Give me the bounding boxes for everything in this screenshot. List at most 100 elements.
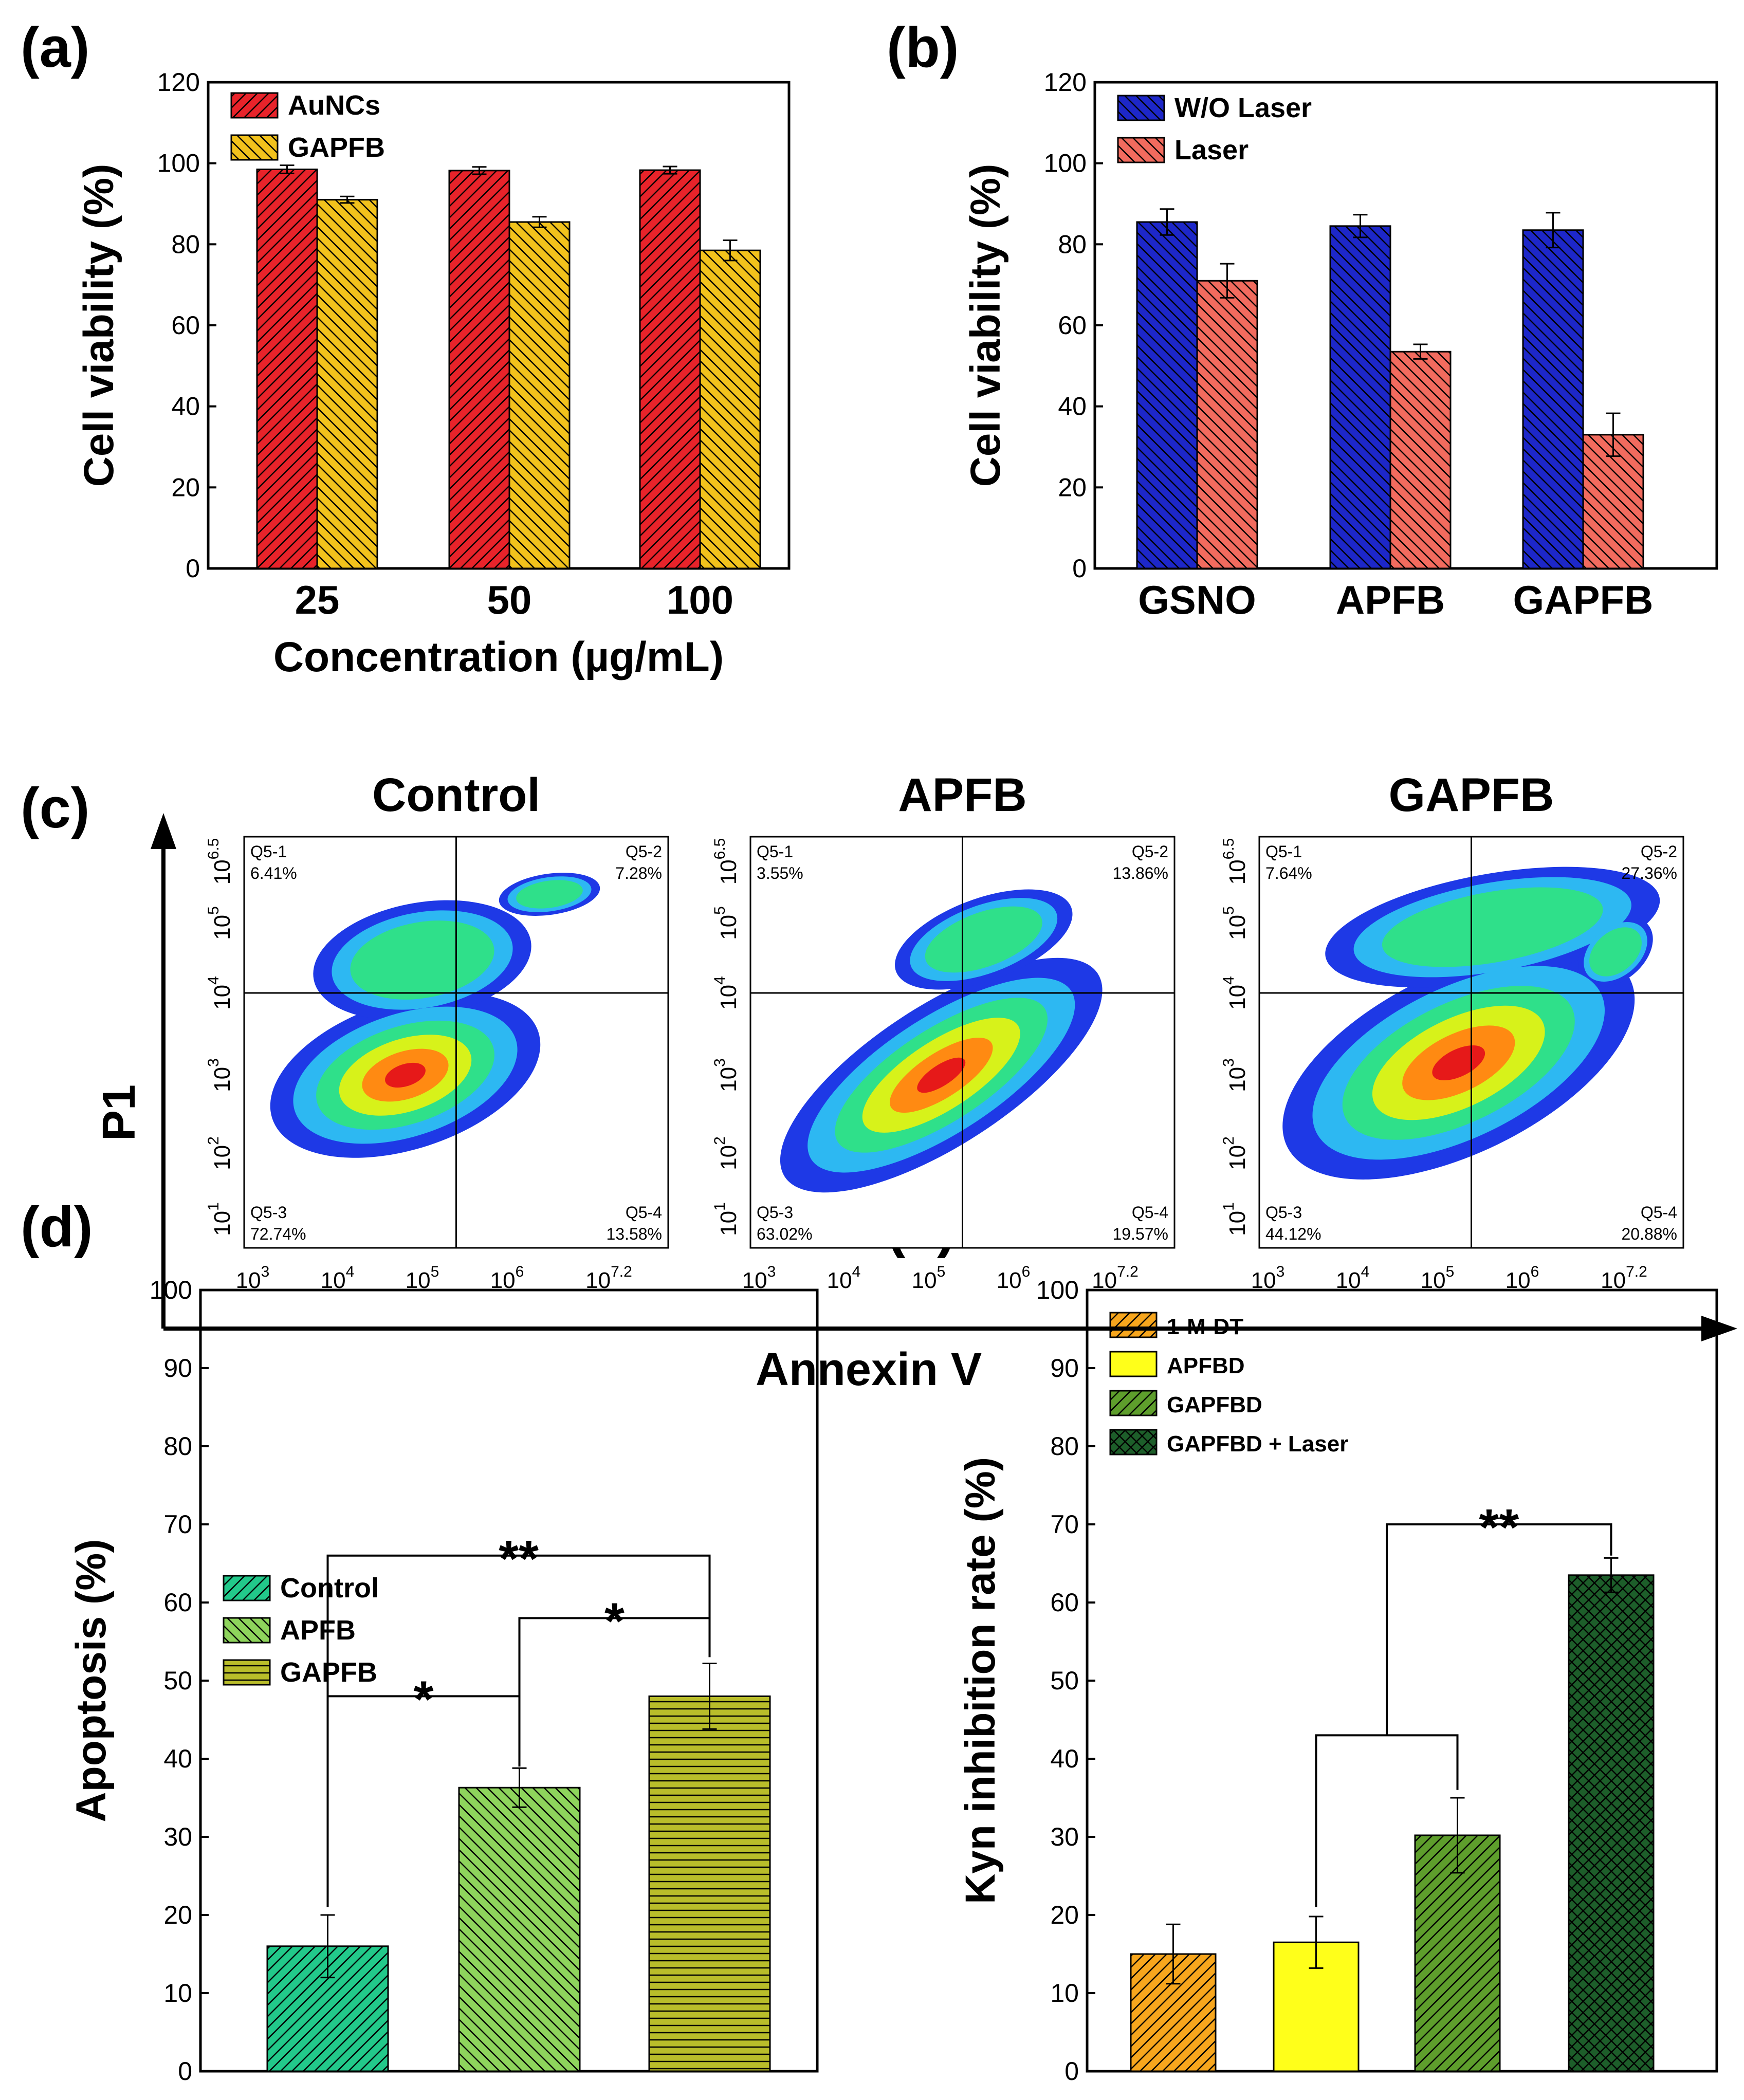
legend-swatch	[230, 92, 279, 119]
y-tick-label: 70	[163, 1510, 192, 1539]
tick-base: 10	[210, 985, 235, 1010]
axis-arrow-up	[151, 813, 176, 849]
bar-auncs-100	[639, 169, 701, 569]
quadrant-value: 6.41%	[250, 864, 297, 882]
tick-base: 10	[716, 1211, 741, 1236]
y-tick-label: 20	[171, 473, 200, 502]
x-tick-label: 50	[487, 577, 532, 622]
x-tick-label: 104	[321, 1263, 355, 1293]
panel-label-a: (a)	[21, 16, 89, 79]
tick-exp: 5	[1446, 1263, 1455, 1280]
bar-GAPFB	[648, 1695, 771, 2072]
tick-base: 10	[585, 1268, 611, 1293]
tick-base: 10	[406, 1268, 431, 1293]
legend-label: APFB	[280, 1615, 356, 1646]
tick-base: 10	[1225, 1145, 1250, 1170]
x-tick-label: 107.2	[585, 1263, 632, 1293]
x-tick-label: GSNO	[1138, 577, 1256, 622]
tick-exp: 6	[516, 1263, 524, 1280]
tick-exp: 5	[711, 906, 728, 915]
quadrant-label: Q5-3	[250, 1203, 287, 1222]
y-tick-label: 10	[163, 1979, 192, 2007]
sig-star: *	[414, 1670, 434, 1728]
tick-base: 10	[912, 1268, 937, 1293]
y-tick-label: 106.5	[1220, 838, 1250, 885]
tick-base: 10	[210, 1067, 235, 1092]
tick-exp: 6.5	[205, 838, 222, 860]
tick-exp: 4	[1361, 1263, 1370, 1280]
x-tick-label: 103	[236, 1263, 270, 1293]
tick-base: 10	[742, 1268, 767, 1293]
y-axis-title: Apoptosis (%)	[68, 1539, 115, 1822]
y-tick-label: 102	[1220, 1136, 1250, 1170]
tick-exp: 1	[205, 1202, 222, 1211]
quadrant-value: 20.88%	[1621, 1225, 1677, 1243]
y-tick-label: 103	[711, 1058, 741, 1092]
tick-exp: 3	[711, 1058, 728, 1067]
tick-exp: 4	[346, 1263, 355, 1280]
tick-base: 10	[1251, 1268, 1276, 1293]
y-tick-label: 90	[1050, 1354, 1079, 1383]
tick-base: 10	[1225, 1067, 1250, 1092]
quadrant-value: 7.28%	[615, 864, 662, 882]
quadrant-label: Q5-4	[626, 1203, 662, 1222]
legend-label: GAPFBD + Laser	[1167, 1431, 1348, 1457]
tick-base: 10	[716, 1145, 741, 1170]
y-tick-label: 104	[1220, 976, 1250, 1010]
bar-GAPFBD + Laser	[1568, 1574, 1655, 2072]
quadrant-label: Q5-2	[1132, 842, 1168, 861]
tick-base: 10	[210, 915, 235, 940]
quadrant-label: Q5-1	[1265, 842, 1302, 861]
y-tick-label: 120	[1044, 68, 1087, 97]
y-tick-label: 100	[150, 1276, 192, 1304]
bar-APFB	[458, 1786, 581, 2072]
x-tick-label: 107.2	[1601, 1263, 1647, 1293]
y-tick-label: 30	[163, 1822, 192, 1851]
tick-base: 10	[827, 1268, 852, 1293]
x-tick-label: 106	[997, 1263, 1031, 1293]
tick-exp: 5	[431, 1263, 439, 1280]
tick-exp: 5	[205, 906, 222, 915]
density-level	[516, 880, 583, 909]
x-axis-title: Concentration (µg/mL)	[273, 634, 724, 680]
tick-base: 10	[210, 1145, 235, 1170]
tick-base: 10	[716, 1067, 741, 1092]
quadrant-value: 3.55%	[757, 864, 803, 882]
tick-exp: 7.2	[1626, 1263, 1647, 1280]
tick-exp: 6	[1531, 1263, 1539, 1280]
y-tick-label: 10	[1050, 1979, 1079, 2007]
tick-exp: 4	[852, 1263, 861, 1280]
tick-exp: 1	[711, 1202, 728, 1211]
y-tick-label: 101	[205, 1202, 235, 1236]
quadrant-value: 13.86%	[1112, 864, 1168, 882]
tick-exp: 6.5	[711, 838, 728, 860]
tick-exp: 5	[937, 1263, 946, 1280]
bar-wo-laser-GSNO	[1136, 221, 1198, 569]
tick-exp: 4	[1220, 976, 1237, 985]
panel-label-d: (d)	[21, 1195, 93, 1259]
y-tick-label: 101	[1220, 1202, 1250, 1236]
y-tick-label: 120	[157, 68, 200, 97]
y-tick-label: 80	[1050, 1432, 1079, 1461]
bar-wo-laser-APFB	[1329, 225, 1391, 569]
tick-base: 10	[1506, 1268, 1531, 1293]
y-tick-label: 70	[1050, 1510, 1079, 1539]
sig-bracket	[326, 1695, 521, 1907]
density-cloud	[780, 889, 1103, 1193]
legend-swatch	[223, 1659, 271, 1686]
quadrant-value: 19.57%	[1112, 1225, 1168, 1243]
tick-base: 10	[716, 915, 741, 940]
quadrant-label: Q5-3	[1265, 1203, 1302, 1222]
facs-title: Control	[372, 769, 540, 821]
legend-swatch	[1109, 1429, 1158, 1456]
y-tick-label: 104	[205, 976, 235, 1010]
bar-gapfb-25	[316, 199, 378, 569]
quadrant-label: Q5-4	[1132, 1203, 1168, 1222]
legend-swatch	[230, 134, 279, 161]
y-tick-label: 101	[711, 1202, 741, 1236]
tick-base: 10	[321, 1268, 346, 1293]
y-tick-label: 20	[1050, 1901, 1079, 1929]
sig-star: **	[499, 1530, 539, 1588]
y-tick-label: 0	[1064, 2057, 1079, 2086]
y-tick-label: 50	[163, 1666, 192, 1695]
